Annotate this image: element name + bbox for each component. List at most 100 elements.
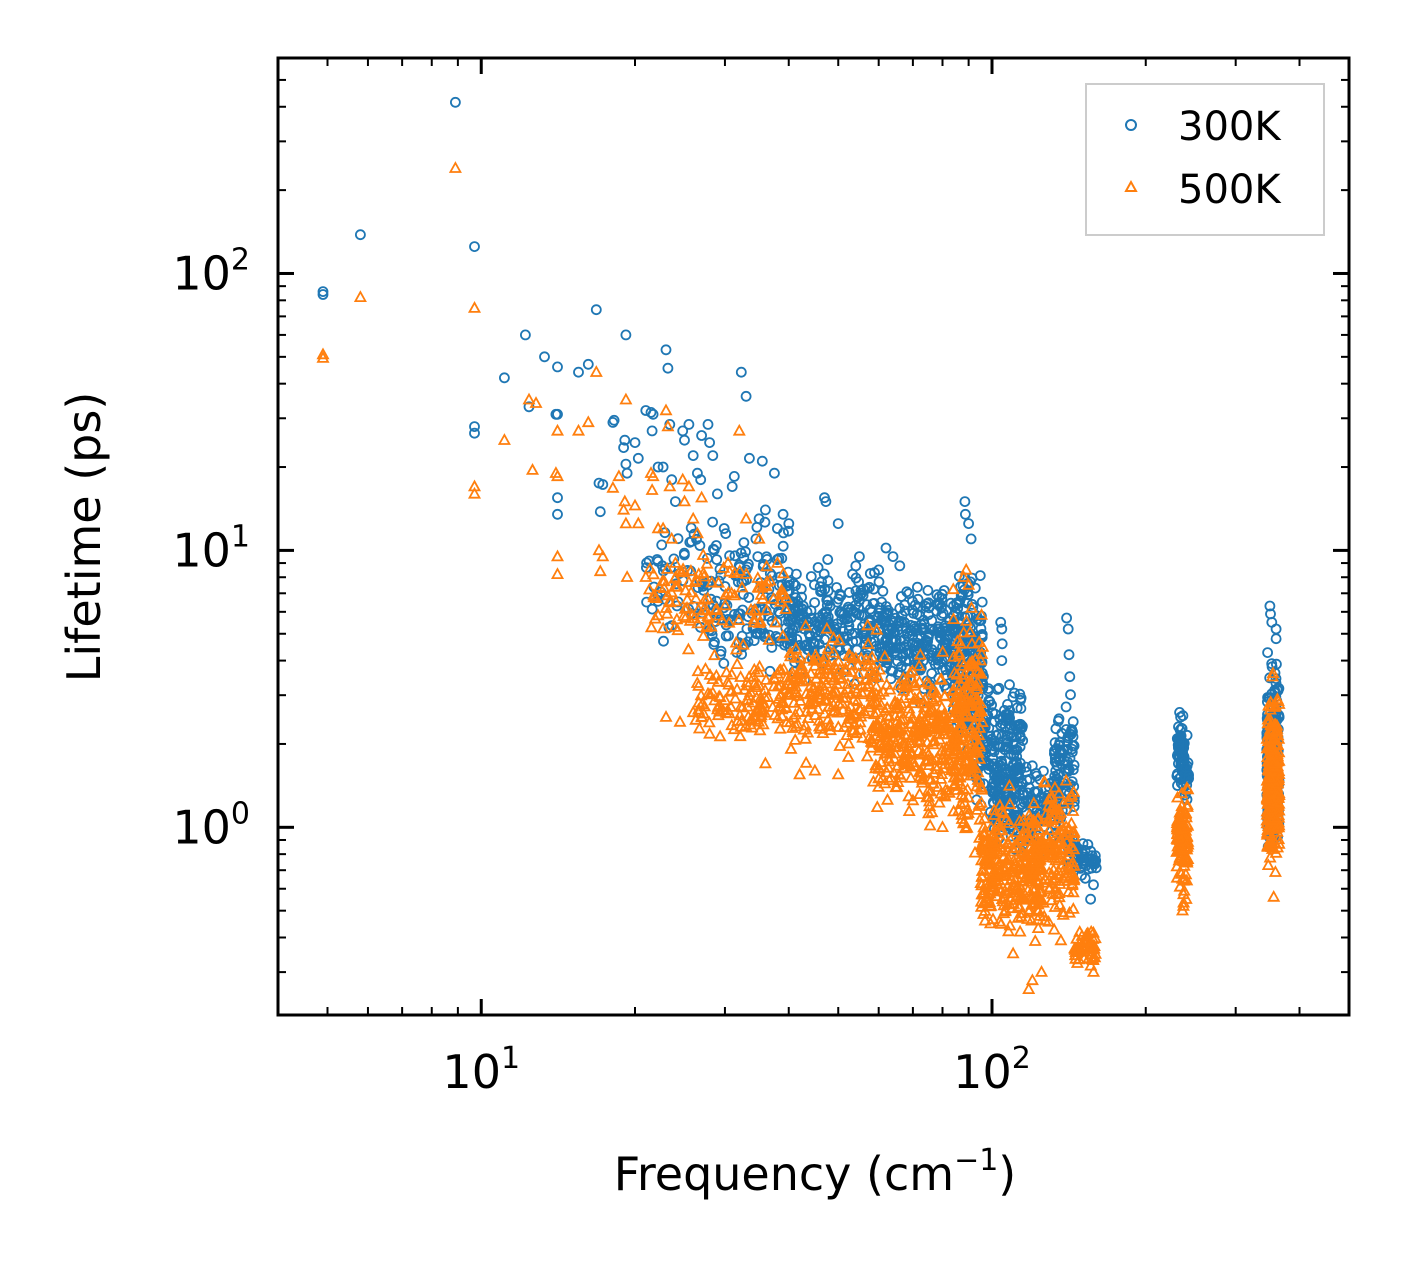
- data-point-500k-304: [743, 717, 757, 730]
- data-point-300k-49: [702, 418, 714, 430]
- data-point-500k-632: [908, 691, 922, 704]
- data-point-300k-33: [646, 425, 658, 437]
- data-point-300k-788: [918, 624, 930, 635]
- data-point-500k-1082: [1002, 778, 1017, 791]
- data-point-300k-20: [594, 506, 606, 518]
- data-point-300k-78: [963, 518, 974, 529]
- data-point-500k-1029: [947, 770, 961, 783]
- data-point-500k-1363: [998, 861, 1012, 874]
- data-point-500k-1540: [1056, 863, 1070, 876]
- data-point-500k-223: [752, 714, 766, 727]
- data-point-500k-65: [959, 562, 973, 575]
- data-point-500k-856: [935, 767, 949, 779]
- data-point-500k-27: [619, 516, 633, 529]
- data-point-300k-169: [729, 550, 741, 562]
- data-point-300k-265: [743, 592, 755, 603]
- data-point-500k-24: [619, 392, 633, 405]
- data-point-300k-45: [687, 450, 699, 462]
- data-point-500k-802: [872, 761, 886, 774]
- data-point-500k-477: [780, 715, 794, 728]
- data-point-300k-1107: [983, 683, 994, 694]
- data-point-300k-56: [728, 470, 740, 482]
- data-point-300k-38: [662, 362, 674, 374]
- legend-label-300k: 300K: [1178, 104, 1282, 150]
- data-point-500k-278: [692, 705, 706, 718]
- data-point-500k-108: [712, 608, 726, 621]
- data-point-500k-1360: [997, 873, 1011, 886]
- data-point-500k-178: [701, 609, 715, 621]
- data-point-300k-21: [597, 479, 609, 490]
- data-point-300k-110: [656, 539, 668, 551]
- data-point-300k-595: [920, 634, 932, 646]
- data-point-500k-132: [644, 620, 658, 633]
- data-point-500k-29: [628, 498, 642, 511]
- data-point-300k-1435: [1068, 740, 1080, 752]
- data-point-500k-524: [788, 733, 802, 745]
- data-point-500k-1894: [1269, 845, 1283, 858]
- data-point-500k-17: [581, 415, 595, 428]
- data-point-500k-1312: [1010, 881, 1024, 894]
- data-point-500k-545: [779, 701, 793, 713]
- data-point-300k-668: [922, 585, 934, 596]
- legend-marker-300k: [1125, 119, 1137, 131]
- data-point-500k-669: [902, 804, 916, 816]
- data-point-300k-1318: [1038, 765, 1049, 777]
- data-point-500k-541: [853, 722, 867, 735]
- data-point-500k-117: [677, 609, 691, 621]
- data-point-500k-1427: [1052, 786, 1066, 799]
- data-point-300k-509: [815, 614, 827, 626]
- data-point-300k-1147: [1004, 679, 1015, 691]
- data-point-500k-56: [758, 756, 772, 769]
- data-point-500k-197: [655, 574, 670, 587]
- data-point-500k-1576: [1081, 926, 1095, 939]
- data-point-500k-1935: [1265, 840, 1279, 852]
- data-point-300k-457: [853, 576, 864, 588]
- data-point-500k-118: [732, 613, 746, 625]
- data-point-500k-172: [721, 555, 735, 568]
- data-point-500k-125: [735, 580, 749, 593]
- plot-frame: [276, 56, 1351, 1017]
- data-point-300k-367: [809, 597, 820, 608]
- data-point-500k-274: [725, 683, 739, 696]
- data-point-500k-840: [880, 708, 894, 721]
- data-point-500k-1367: [1016, 892, 1030, 905]
- data-point-500k-543: [808, 658, 822, 671]
- data-point-500k-358: [827, 688, 842, 700]
- data-point-500k-344: [821, 712, 835, 725]
- data-point-500k-258: [740, 675, 754, 688]
- data-point-300k-1260: [1015, 763, 1026, 775]
- data-point-300k-88: [1064, 671, 1076, 683]
- data-point-500k-583: [878, 649, 892, 662]
- data-point-500k-443: [799, 755, 813, 768]
- data-point-300k-51: [707, 450, 719, 462]
- data-point-500k-593: [913, 647, 927, 660]
- data-point-500k-1539: [1056, 837, 1070, 850]
- data-point-300k-69: [820, 496, 832, 508]
- data-point-300k-1334: [988, 776, 1000, 788]
- data-point-500k-744: [929, 686, 943, 698]
- data-point-500k-870: [883, 737, 897, 750]
- data-point-500k-1362: [991, 861, 1005, 874]
- data-point-500k-114: [763, 573, 777, 586]
- data-point-500k-1055: [975, 782, 989, 795]
- data-point-300k-748: [926, 668, 938, 679]
- data-point-500k-186: [747, 615, 761, 628]
- data-point-500k-1645: [1181, 782, 1195, 795]
- data-point-500k-1952: [1272, 786, 1286, 799]
- data-point-500k-492: [832, 670, 847, 683]
- data-point-500k-1481: [1053, 877, 1067, 889]
- data-point-300k-179: [759, 516, 771, 528]
- data-point-500k-495: [815, 719, 829, 732]
- data-point-500k-214: [725, 667, 739, 680]
- data-point-500k-260: [719, 705, 733, 718]
- data-point-500k-523: [843, 649, 857, 662]
- data-point-300k-23: [608, 414, 620, 426]
- data-point-500k-37: [659, 403, 673, 416]
- data-point-300k-47: [695, 474, 707, 486]
- data-point-500k-33: [645, 483, 659, 495]
- data-point-500k-189: [756, 592, 770, 604]
- data-point-500k-93: [669, 594, 683, 607]
- data-point-500k-1361: [980, 833, 995, 846]
- data-point-300k-1486: [1082, 839, 1094, 850]
- data-point-300k-1436: [1066, 724, 1078, 735]
